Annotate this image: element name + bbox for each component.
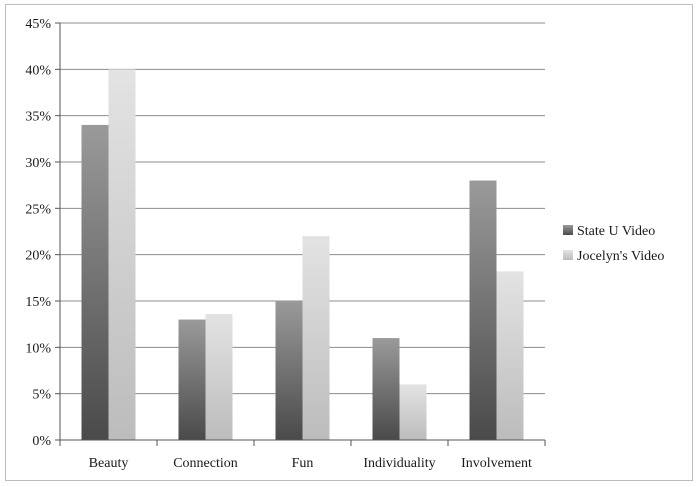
y-tick-label: 45% xyxy=(25,17,51,32)
axes xyxy=(59,23,546,446)
x-axis-tick-labels: Beauty Connection Fun Individuality Involvem… xyxy=(89,456,532,471)
legend-swatch xyxy=(563,250,573,260)
legend: State U Video Jocelyn's Video xyxy=(563,224,664,264)
y-tick-label: 5% xyxy=(32,388,51,403)
y-tick-label: 15% xyxy=(25,295,51,310)
y-tick-label: 35% xyxy=(25,110,51,125)
y-tick-label: 20% xyxy=(25,249,51,264)
x-tick-label: Individuality xyxy=(363,456,435,471)
x-tick-label: Fun xyxy=(292,456,314,471)
bars xyxy=(81,69,524,441)
x-tick-label: Connection xyxy=(173,456,238,471)
bar-state-u-fun xyxy=(275,301,303,440)
legend-swatch xyxy=(563,225,573,235)
y-axis-tick-labels: 0% 5% 10% 15% 20% 25% 30% 35% 40% 45% xyxy=(25,17,51,449)
bar-jocelyn-beauty xyxy=(108,69,136,440)
legend-label: State U Video xyxy=(577,224,655,239)
y-tick-label: 10% xyxy=(25,341,51,356)
y-tick-label: 0% xyxy=(32,434,51,449)
y-tick-label: 30% xyxy=(25,156,51,171)
y-tick-label: 40% xyxy=(25,63,51,78)
bar-jocelyn-individuality xyxy=(399,384,427,440)
bar-state-u-connection xyxy=(178,319,206,440)
bar-state-u-individuality xyxy=(372,338,400,440)
bar-jocelyn-fun xyxy=(302,236,330,440)
legend-label: Jocelyn's Video xyxy=(577,249,664,264)
y-tick-label: 25% xyxy=(25,202,51,217)
x-tick-label: Beauty xyxy=(89,456,129,471)
bar-jocelyn-involvement xyxy=(496,271,524,440)
bar-state-u-involvement xyxy=(469,180,497,441)
bar-jocelyn-connection xyxy=(205,313,233,440)
bar-state-u-beauty xyxy=(81,124,109,440)
x-tick-label: Involvement xyxy=(461,456,532,471)
